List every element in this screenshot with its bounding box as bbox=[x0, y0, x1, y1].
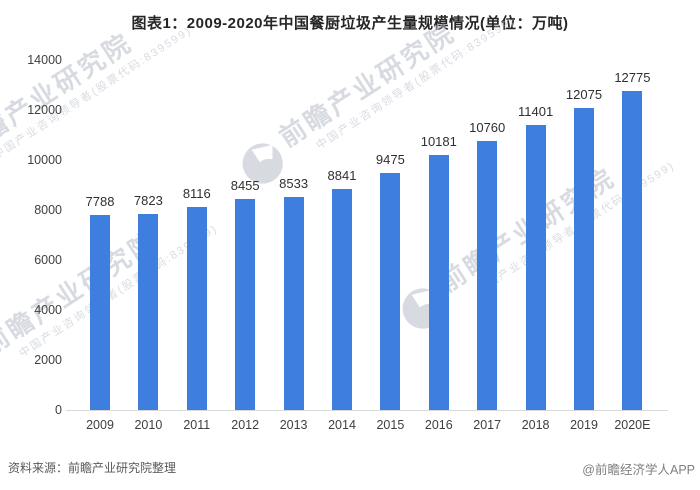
x-tick-label: 2012 bbox=[231, 418, 260, 432]
bar-value-label: 12775 bbox=[614, 69, 651, 85]
bar bbox=[138, 214, 159, 410]
source-note: 资料来源：前瞻产业研究院整理 bbox=[8, 461, 177, 475]
y-tick-label: 0 bbox=[55, 403, 62, 417]
x-tick-label: 2015 bbox=[376, 418, 405, 432]
bar-value-label: 10181 bbox=[420, 134, 457, 150]
x-tick-label: 2020E bbox=[614, 418, 651, 432]
chart-title: 图表1：2009-2020年中国餐厨垃圾产生量规模情况(单位：万吨) bbox=[131, 15, 569, 32]
bar-value-label: 11401 bbox=[518, 103, 554, 119]
x-tick-label: 2014 bbox=[328, 418, 356, 432]
bar bbox=[622, 90, 643, 410]
y-tick-label: 14000 bbox=[27, 53, 62, 67]
y-tick-label: 6000 bbox=[34, 253, 62, 267]
bar-value-label: 8116 bbox=[182, 186, 211, 202]
brand-note: @前瞻经济学人APP bbox=[582, 463, 695, 477]
bar bbox=[477, 141, 498, 410]
y-tick-label: 12000 bbox=[27, 103, 62, 117]
bar-value-label: 8533 bbox=[279, 175, 309, 191]
x-tick-label: 2009 bbox=[86, 418, 114, 432]
x-axis-line bbox=[66, 410, 668, 411]
y-tick-label: 10000 bbox=[27, 153, 62, 167]
bar bbox=[332, 188, 352, 410]
x-tick-label: 2017 bbox=[473, 418, 502, 432]
x-tick-label: 2011 bbox=[183, 418, 211, 432]
bar-value-label: 8841 bbox=[327, 167, 357, 183]
y-tick-label: 4000 bbox=[34, 303, 62, 317]
bar-value-label: 7788 bbox=[85, 194, 115, 210]
x-tick-label: 2016 bbox=[424, 418, 453, 432]
bar bbox=[90, 215, 110, 410]
bar bbox=[380, 173, 401, 410]
bar bbox=[428, 155, 449, 410]
bar bbox=[186, 207, 207, 410]
bar bbox=[235, 198, 256, 410]
x-tick-label: 2018 bbox=[521, 418, 550, 432]
bar bbox=[283, 196, 304, 410]
x-tick-label: 2013 bbox=[279, 418, 308, 432]
y-tick-label: 8000 bbox=[34, 203, 62, 217]
bar-value-label: 10760 bbox=[469, 120, 506, 135]
bar bbox=[574, 108, 594, 410]
bar-value-label: 9475 bbox=[375, 152, 405, 168]
bar-value-label: 12075 bbox=[565, 87, 603, 103]
bar bbox=[525, 124, 546, 410]
x-tick-label: 2010 bbox=[134, 418, 163, 432]
y-tick-label: 2000 bbox=[34, 353, 62, 367]
bar-value-label: 7823 bbox=[133, 193, 163, 209]
x-tick-label: 2019 bbox=[570, 418, 598, 432]
